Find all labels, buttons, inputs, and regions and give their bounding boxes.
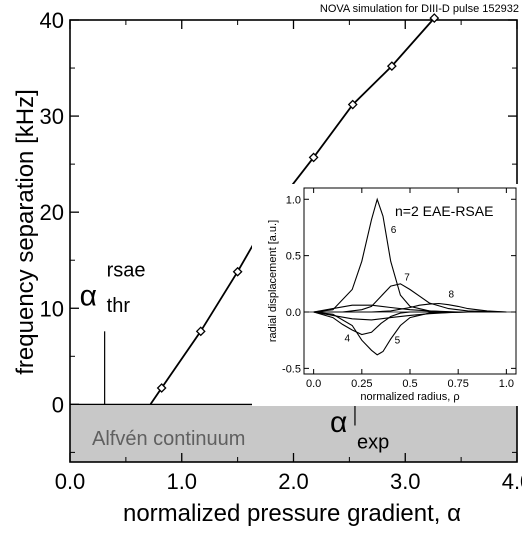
figure-top-title: NOVA simulation for DIII-D pulse 152932: [320, 3, 519, 15]
inset-curve-label: 6: [391, 225, 397, 236]
inset-curve-8: [313, 302, 507, 313]
inset-curves: [313, 197, 507, 356]
main-x-tick-label: 2.0: [278, 469, 309, 494]
main-y-tick-label: 30: [40, 104, 64, 129]
inset-curve-4: [313, 311, 507, 336]
alpha-exp-symbol: α: [330, 406, 347, 439]
main-series-markers: [156, 13, 440, 393]
inset-y-tick-label: -0.5: [282, 363, 301, 375]
main-x-tick-label: 0.0: [55, 469, 86, 494]
main-y-tick-label: 0: [52, 392, 64, 417]
inset-chart: 0.0 0.25 0.5 0.75 1.0 -0.5 0.0 0.5 1.0 n=2 EAE-R…: [252, 184, 518, 406]
main-x-tick-label: 3.0: [390, 469, 421, 494]
inset-curve-label: 8: [449, 289, 455, 300]
inset-curve-label: 4: [344, 333, 350, 344]
inset-curve-labels: 6 7 8 5 4: [344, 225, 454, 346]
inset-axis-ticks: 0.0 0.25 0.5 0.75 1.0 -0.5 0.0 0.5 1.0: [282, 188, 516, 390]
inset-x-tick-label: 0.75: [447, 378, 468, 390]
inset-background: [252, 184, 518, 406]
inset-y-axis-label: radial displacement [a.u.]: [267, 220, 279, 342]
inset-x-tick-label: 0.25: [351, 378, 372, 390]
main-x-tick-label: 4.0: [502, 469, 522, 494]
main-axis-ticks: 0.0 1.0 2.0 3.0 4.0 0 10 20 30 40: [40, 8, 522, 494]
alpha-thr-subscript: thr: [107, 295, 131, 317]
inset-y-tick-label: 0.5: [286, 251, 301, 263]
main-data-point: [347, 99, 358, 110]
alfven-continuum-label: Alfvén continuum: [92, 428, 245, 450]
main-data-point: [195, 326, 206, 337]
main-data-point: [386, 61, 397, 72]
main-data-point: [156, 383, 167, 393]
inset-curve-aux6: [313, 311, 507, 321]
inset-x-tick-label: 0.0: [306, 378, 321, 390]
inset-x-tick-label: 0.5: [402, 378, 417, 390]
alpha-thr-symbol: α: [80, 279, 97, 312]
main-y-tick-label: 40: [40, 8, 64, 33]
inset-curve-7: [313, 283, 507, 313]
main-data-point: [232, 266, 243, 277]
alpha-thr-superscript: rsae: [107, 260, 146, 282]
inset-y-tick-label: 0.0: [286, 307, 301, 319]
inset-curve-label: 7: [404, 272, 410, 283]
alpha-exp-annotation: α exp: [330, 404, 389, 454]
main-data-point: [308, 152, 319, 163]
main-y-tick-label: 20: [40, 200, 64, 225]
inset-curve-5: [313, 311, 507, 356]
main-y-tick-label: 10: [40, 296, 64, 321]
inset-x-axis-label: normalized radius, ρ: [360, 391, 459, 403]
alpha-exp-subscript: exp: [357, 432, 389, 454]
main-x-tick-label: 1.0: [166, 469, 197, 494]
main-x-axis-label: normalized pressure gradient, α: [123, 500, 461, 527]
main-data-point: [429, 13, 440, 23]
main-y-axis-label: frequency separation [kHz]: [12, 89, 39, 374]
inset-title: n=2 EAE-RSAE: [395, 203, 493, 219]
inset-x-tick-label: 1.0: [499, 378, 514, 390]
alfven-continuum-band: [70, 404, 517, 462]
inset-curve-label: 5: [395, 336, 401, 347]
inset-y-tick-label: 1.0: [286, 194, 301, 206]
alpha-threshold-annotation: α rsae thr: [80, 260, 146, 405]
